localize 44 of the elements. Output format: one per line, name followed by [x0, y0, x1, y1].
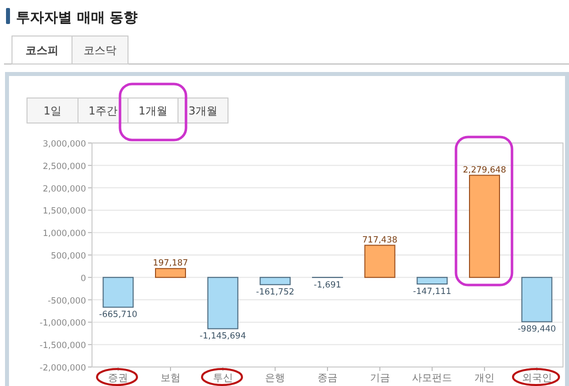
y-tick-label: 2,500,000 [42, 162, 86, 172]
data-label: -989,440 [518, 324, 556, 335]
data-label: -161,752 [256, 288, 294, 298]
chart-title: 투자자별 매매 동향 [16, 10, 138, 26]
data-label: 717,438 [362, 235, 398, 246]
x-tick-label: 은행 [265, 373, 286, 384]
bar [260, 276, 291, 286]
x-tick-label: 사모펀드 [412, 373, 452, 384]
y-tick-label: -500,000 [48, 296, 86, 306]
data-label: 197,187 [152, 258, 188, 269]
data-label: -147,111 [413, 286, 452, 297]
y-tick-label: 3,000,000 [42, 140, 86, 150]
bar [364, 244, 396, 278]
data-label: -665,710 [99, 310, 138, 320]
y-tick-label: 1,000,000 [42, 229, 86, 240]
text: 코스피 [26, 44, 58, 57]
data-label: 2,279,648 [462, 165, 506, 176]
y-tick-label: -2,000,000 [40, 364, 86, 374]
x-tick-label: 개인 [474, 373, 494, 384]
bar [521, 276, 552, 322]
data-label: -1,691 [314, 280, 342, 290]
x-tick-label: 투신 [212, 373, 233, 384]
y-tick-label: 2,000,000 [42, 184, 86, 194]
text: 3개월 [188, 104, 218, 118]
text: 1일 [44, 104, 62, 118]
bar [469, 174, 500, 278]
y-tick-label: 1,500,000 [42, 206, 86, 217]
y-tick-label: 0 [80, 274, 86, 284]
data-label: -1,145,694 [200, 332, 246, 342]
bar [416, 276, 448, 284]
y-tick-label: -1,500,000 [40, 341, 86, 352]
text: 코스닥 [84, 44, 116, 57]
y-tick-label: 500,000 [50, 252, 86, 262]
bar [207, 276, 238, 330]
x-tick-label: 보험 [160, 373, 180, 384]
x-tick-label: 기금 [370, 373, 390, 384]
text: 1개월 [138, 104, 168, 118]
x-tick-label: 증권 [108, 373, 128, 384]
bar [155, 268, 186, 278]
x-tick-label: 종금 [318, 373, 338, 384]
bar [102, 276, 134, 308]
text: 1주간 [88, 104, 118, 118]
x-tick-label: 외국인 [522, 373, 552, 384]
y-tick-label: -1,000,000 [40, 318, 86, 329]
